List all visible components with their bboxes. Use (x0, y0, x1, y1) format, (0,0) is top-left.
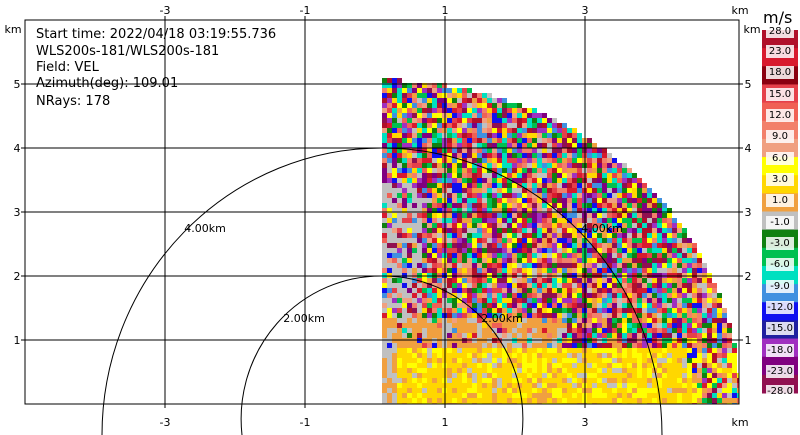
y-tick-left: 2 (14, 270, 21, 283)
colorbar-label: -15.0 (766, 322, 794, 336)
colorbar-label: -18.0 (766, 343, 794, 357)
x-tick-top: -3 (160, 4, 171, 17)
x-unit-top: km (731, 4, 748, 17)
colorbar-label: 9.0 (766, 130, 794, 144)
colorbar-label: -1.0 (766, 215, 794, 229)
colorbar (762, 30, 798, 394)
y-tick-left: 4 (14, 142, 21, 155)
y-tick-right: 4 (745, 142, 752, 155)
range-ring-label: 2.00km (283, 312, 325, 325)
colorbar-label: 12.0 (766, 108, 794, 122)
range-rings (101, 147, 663, 435)
y-tick-left: 3 (14, 206, 21, 219)
x-unit-bottom: km (731, 416, 748, 429)
x-tick-top: 3 (582, 4, 589, 17)
field-label: Field: VEL (36, 60, 99, 75)
x-tick-top: -1 (300, 4, 311, 17)
y-tick-right: 3 (745, 206, 752, 219)
radar-velocity-field (382, 78, 739, 404)
colorbar-label: -9.0 (766, 279, 794, 293)
instrument-label: WLS200s-181/WLS200s-181 (36, 44, 220, 59)
colorbar-label: -23.0 (766, 365, 794, 379)
colorbar-label: 28.0 (766, 25, 794, 38)
x-tick-top: 1 (442, 4, 449, 17)
colorbar-label: -6.0 (766, 258, 794, 272)
y-unit-right: km (743, 23, 760, 36)
colorbar-label: 3.0 (766, 172, 794, 186)
y-tick-right: 5 (745, 78, 752, 91)
range-ring-label: 4.00km (581, 222, 623, 235)
range-ring-label: 4.00km (184, 222, 226, 235)
nrays-label: NRays: 178 (36, 94, 111, 109)
colorbar-unit: m/s (763, 8, 793, 27)
colorbar-label: 15.0 (766, 87, 794, 101)
colorbar-label: 18.0 (766, 66, 794, 80)
start-time-label: Start time: 2022/04/18 03:19:55.736 (36, 27, 277, 42)
x-tick-bottom: -1 (300, 416, 311, 429)
x-tick-bottom: -3 (160, 416, 171, 429)
colorbar-label: -12.0 (766, 301, 794, 315)
grid (25, 20, 739, 404)
x-tick-bottom: 1 (442, 416, 449, 429)
tick-marks (21, 16, 743, 408)
y-tick-right: 2 (745, 270, 752, 283)
x-tick-bottom: 3 (582, 416, 589, 429)
y-tick-left: 1 (14, 334, 21, 347)
y-tick-left: 5 (14, 78, 21, 91)
colorbar-label: 23.0 (766, 44, 794, 58)
colorbar-label: -28.0 (766, 385, 794, 398)
range-ring-label: 2.00km (481, 312, 523, 325)
colorbar-label: -3.0 (766, 237, 794, 251)
colorbar-label: 1.0 (766, 194, 794, 208)
azimuth-label: Azimuth(deg): 109.01 (36, 76, 179, 91)
y-tick-right: 1 (745, 334, 752, 347)
y-unit-left: km (4, 23, 21, 36)
colorbar-label: 6.0 (766, 151, 794, 165)
